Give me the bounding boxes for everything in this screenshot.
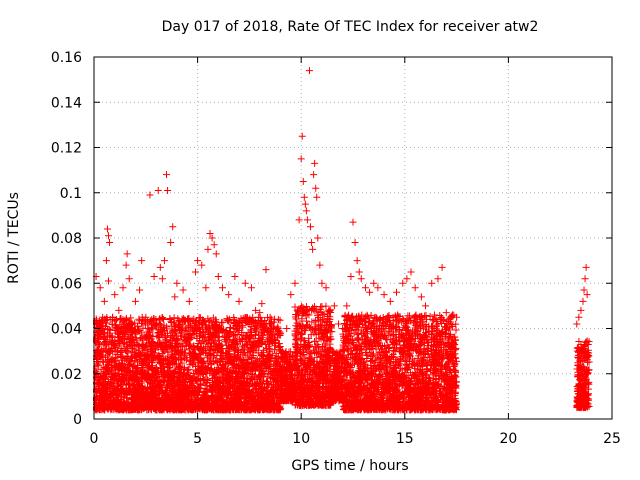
data-point (95, 361, 103, 369)
grid (94, 57, 612, 419)
data-point (230, 332, 238, 340)
data-points (93, 67, 593, 414)
chart-title: Day 017 of 2018, Rate Of TEC Index for r… (162, 19, 539, 35)
y-axis-label: ROTI / TECUs (6, 192, 22, 284)
x-axis-label: GPS time / hours (291, 458, 408, 474)
